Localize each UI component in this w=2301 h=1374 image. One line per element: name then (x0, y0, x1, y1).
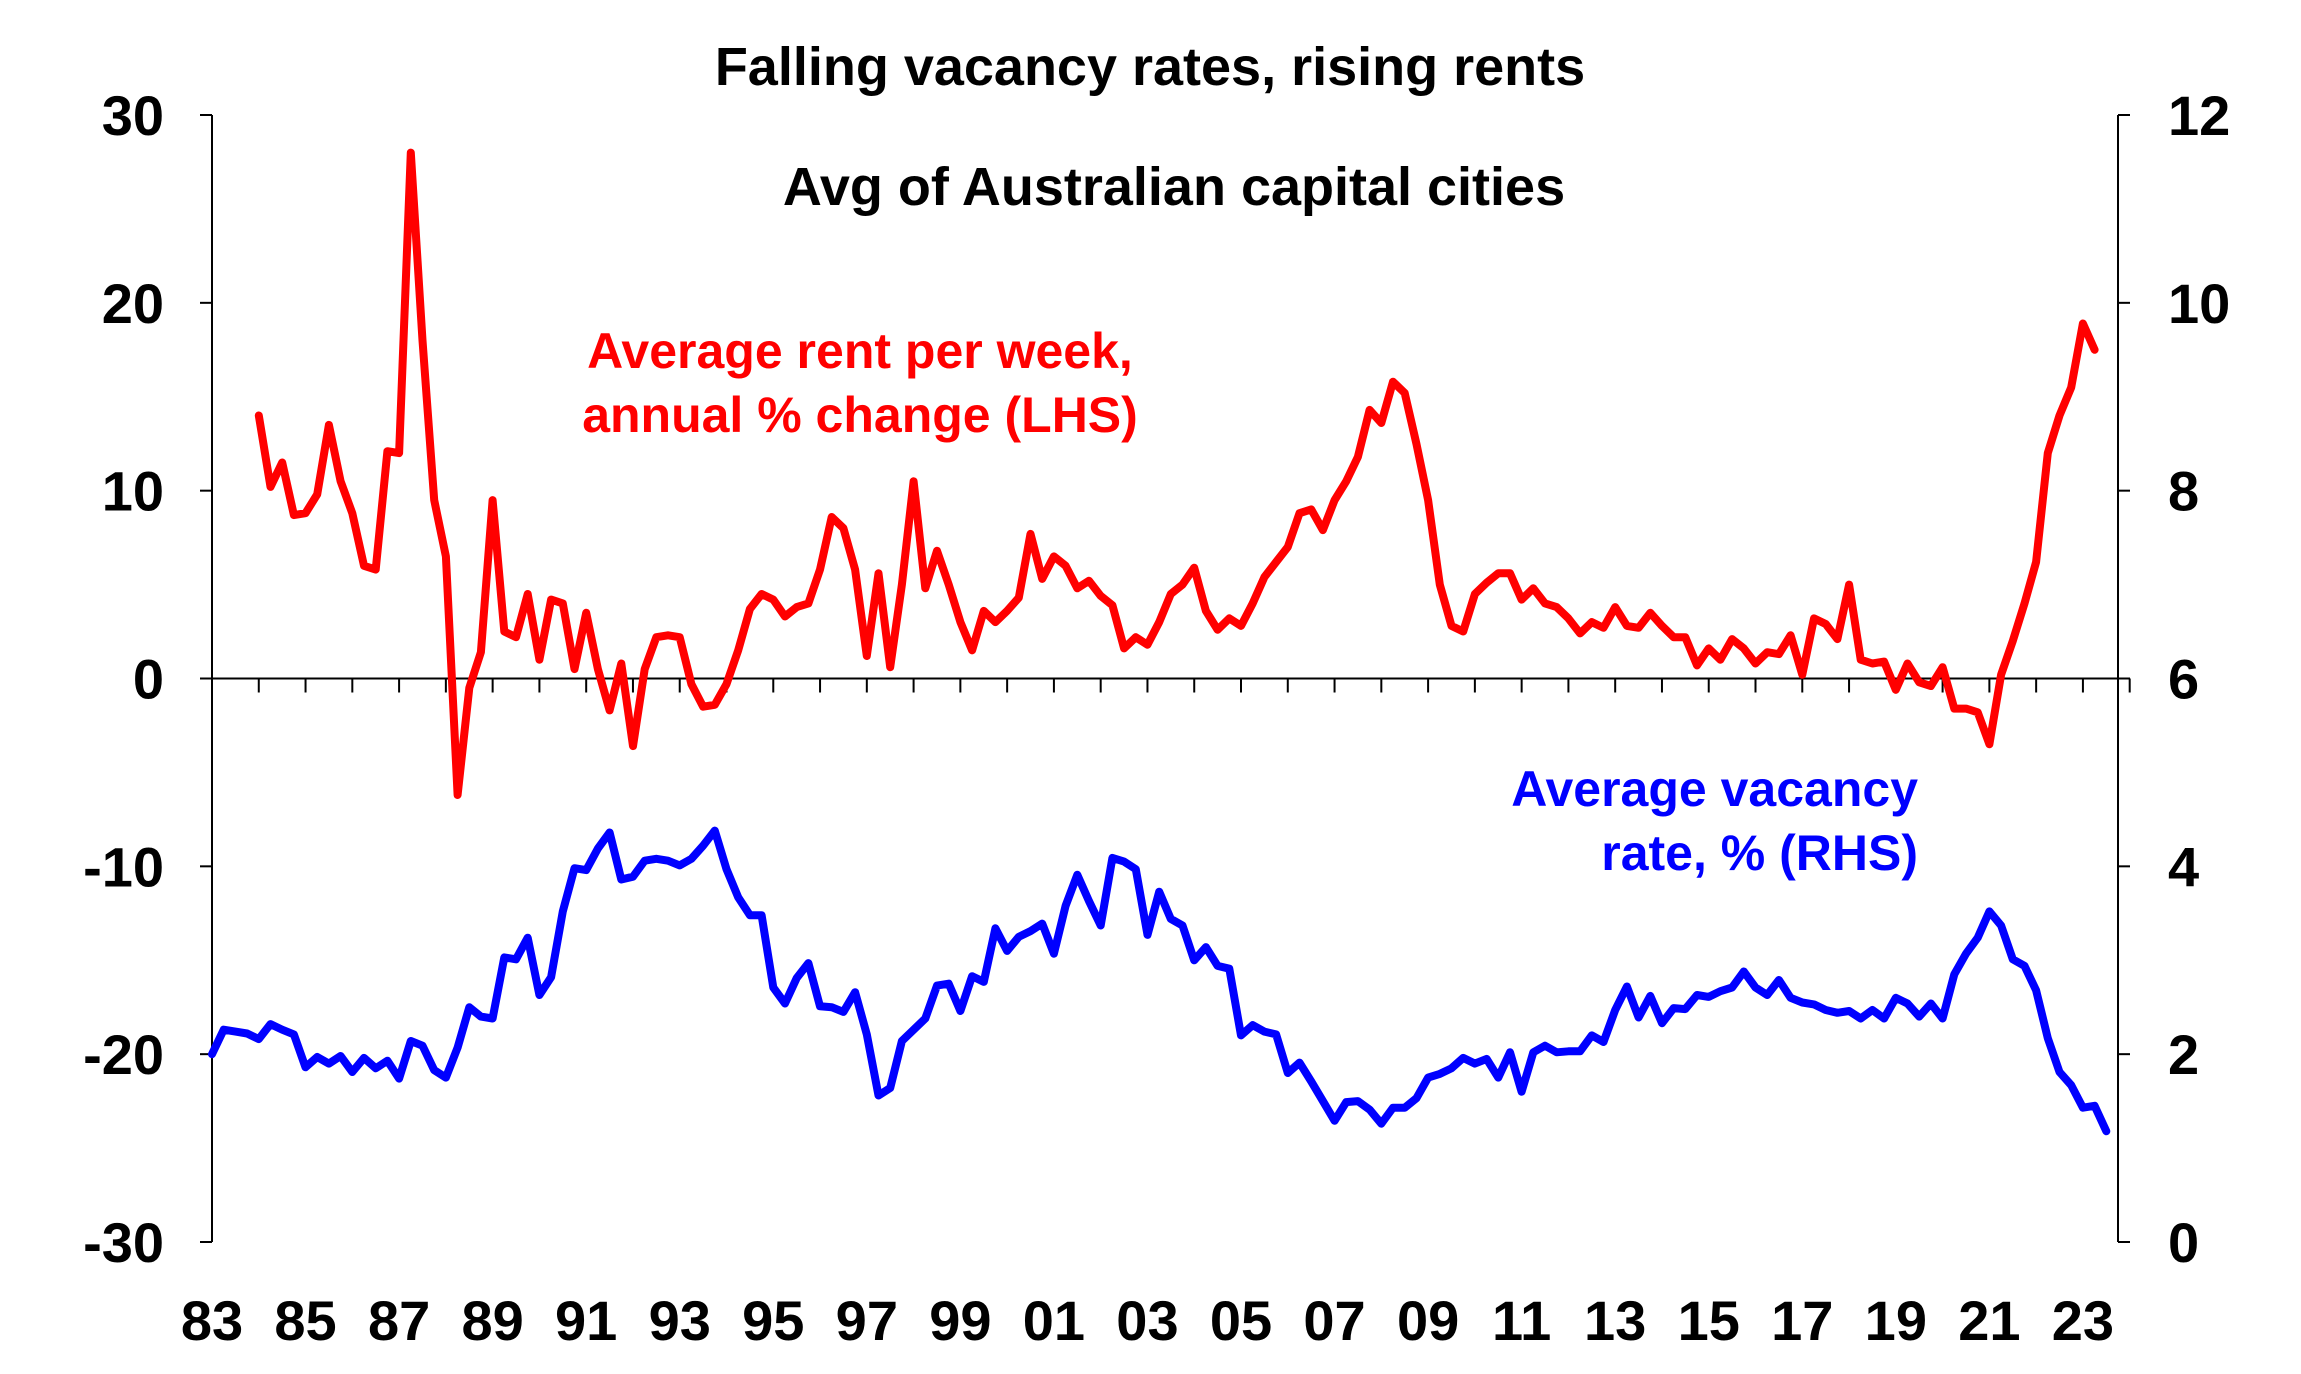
left-axis-tick-label: 10 (102, 460, 164, 523)
right-axis-tick-label: 8 (2168, 460, 2199, 523)
x-axis-tick-label: 85 (274, 1289, 336, 1352)
rent-series-line (254, 148, 2099, 799)
x-axis-tick-label: 89 (461, 1289, 523, 1352)
x-axis-tick-label: 83 (181, 1289, 243, 1352)
x-axis-tick-label: 15 (1678, 1289, 1740, 1352)
x-axis-tick-label: 01 (1023, 1289, 1085, 1352)
chart-title: Falling vacancy rates, rising rents (715, 37, 1585, 97)
x-axis-tick-label: 93 (649, 1289, 711, 1352)
x-axis-tick-label: 99 (929, 1289, 991, 1352)
x-axis-tick-label: 91 (555, 1289, 617, 1352)
x-axis-tick-label: 19 (1865, 1289, 1927, 1352)
x-axis-tick-label: 11 (1492, 1289, 1551, 1352)
right-axis-tick-label: 10 (2168, 272, 2230, 335)
rent-series-label-line1: Average rent per week, (587, 323, 1133, 379)
x-axis-tick-label: 05 (1210, 1289, 1272, 1352)
vacancy-series-line (208, 826, 2111, 1136)
x-axis-tick-label: 87 (368, 1289, 430, 1352)
right-axis-tick-label: 2 (2168, 1023, 2199, 1086)
series-label-layer: Average rent per week, annual % change (… (582, 323, 1918, 881)
right-axis-tick-label: 4 (2168, 835, 2199, 898)
left-axis-tick-label: -20 (83, 1023, 164, 1086)
x-axis-tick-label: 95 (742, 1289, 804, 1352)
left-axis-tick-label: -30 (83, 1211, 164, 1274)
x-axis-tick-label: 03 (1116, 1289, 1178, 1352)
right-axis-tick-label: 6 (2168, 648, 2199, 711)
chart-subtitle: Avg of Australian capital cities (783, 157, 1565, 217)
series-layer (208, 148, 2111, 1136)
left-axis-tick-label: 0 (133, 648, 164, 711)
left-axis-tick-label: 30 (102, 84, 164, 147)
vacancy-series-label-line2: rate, % (RHS) (1601, 825, 1918, 881)
x-axis-tick-label: 07 (1303, 1289, 1365, 1352)
left-axis-tick-label: 20 (102, 272, 164, 335)
right-axis-tick-label: 12 (2168, 84, 2230, 147)
x-axis-tick-label: 13 (1584, 1289, 1646, 1352)
x-axis-tick-label: 21 (1958, 1289, 2020, 1352)
vacancy-series-label-line1: Average vacancy (1511, 761, 1918, 817)
x-axis-tick-label: 17 (1771, 1289, 1833, 1352)
x-axis-tick-label: 09 (1397, 1289, 1459, 1352)
left-axis-tick-label: -10 (83, 835, 164, 898)
x-axis-tick-label: 97 (836, 1289, 898, 1352)
right-axis-tick-label: 0 (2168, 1211, 2199, 1274)
rent-series-label-line2: annual % change (LHS) (582, 387, 1138, 443)
x-axis-tick-label: 23 (2052, 1289, 2114, 1352)
